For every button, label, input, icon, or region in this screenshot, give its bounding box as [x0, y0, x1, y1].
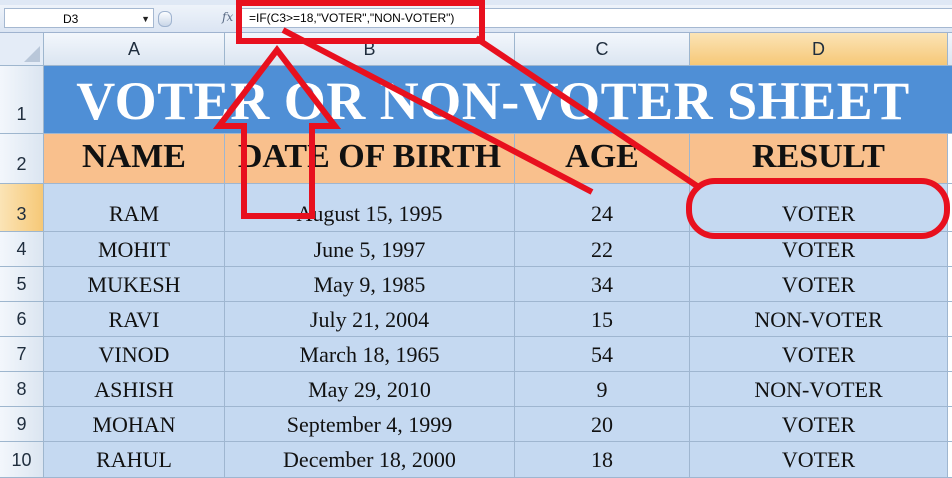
cell-date-of-birth[interactable]: May 29, 2010: [225, 372, 515, 407]
cell-result[interactable]: NON-VOTER: [690, 302, 948, 337]
row-header-9[interactable]: 9: [0, 407, 44, 442]
formula-bar: D3 ▼ fx =IF(C3>=18,"VOTER","NON-VOTER"): [0, 5, 952, 33]
cell-result[interactable]: VOTER: [690, 184, 948, 232]
name-box[interactable]: D3 ▼: [4, 8, 154, 28]
column-header-c[interactable]: C: [515, 33, 690, 66]
cell-name[interactable]: MUKESH: [44, 267, 225, 302]
row-header-4[interactable]: 4: [0, 232, 44, 267]
cell-name[interactable]: RAM: [44, 184, 225, 232]
row-header-1[interactable]: 1: [0, 66, 44, 134]
cell-age[interactable]: 24: [515, 184, 690, 232]
cell-age[interactable]: 15: [515, 302, 690, 337]
cell-date-of-birth[interactable]: May 9, 1985: [225, 267, 515, 302]
cell-name[interactable]: ASHISH: [44, 372, 225, 407]
cell-result[interactable]: VOTER: [690, 232, 948, 267]
select-all-icon[interactable]: [0, 33, 44, 66]
empty-cell[interactable]: [948, 184, 952, 232]
empty-cell[interactable]: [948, 232, 952, 267]
cell-name[interactable]: RAVI: [44, 302, 225, 337]
formula-bar-splitter[interactable]: [158, 11, 172, 27]
empty-cell[interactable]: [948, 407, 952, 442]
column-header-e[interactable]: [948, 33, 952, 66]
column-header-a[interactable]: A: [44, 33, 225, 66]
sheet-title[interactable]: VOTER OR NON-VOTER SHEET: [44, 66, 952, 134]
header-age[interactable]: AGE: [515, 134, 690, 184]
name-box-value: D3: [63, 12, 79, 26]
cell-age[interactable]: 9: [515, 372, 690, 407]
row-header-2[interactable]: 2: [0, 134, 44, 184]
row-header-5[interactable]: 5: [0, 267, 44, 302]
cell-date-of-birth[interactable]: July 21, 2004: [225, 302, 515, 337]
cell-age[interactable]: 34: [515, 267, 690, 302]
empty-cell[interactable]: [948, 372, 952, 407]
header-result[interactable]: RESULT: [690, 134, 948, 184]
cell-date-of-birth[interactable]: September 4, 1999: [225, 407, 515, 442]
function-icon[interactable]: fx: [222, 10, 234, 24]
cell-age[interactable]: 20: [515, 407, 690, 442]
cell-age[interactable]: 22: [515, 232, 690, 267]
row-header-8[interactable]: 8: [0, 372, 44, 407]
fx-area: fx: [158, 8, 236, 28]
empty-cell[interactable]: [948, 134, 952, 184]
empty-cell[interactable]: [948, 337, 952, 372]
empty-cell[interactable]: [948, 267, 952, 302]
column-header-b[interactable]: B: [225, 33, 515, 66]
cell-name[interactable]: RAHUL: [44, 442, 225, 478]
cell-date-of-birth[interactable]: March 18, 1965: [225, 337, 515, 372]
cell-name[interactable]: MOHAN: [44, 407, 225, 442]
cell-result[interactable]: VOTER: [690, 267, 948, 302]
row-header-7[interactable]: 7: [0, 337, 44, 372]
header-name[interactable]: NAME: [44, 134, 225, 184]
cell-name[interactable]: MOHIT: [44, 232, 225, 267]
cell-result[interactable]: VOTER: [690, 407, 948, 442]
cell-result[interactable]: VOTER: [690, 442, 948, 478]
row-header-10[interactable]: 10: [0, 442, 44, 478]
cell-date-of-birth[interactable]: June 5, 1997: [225, 232, 515, 267]
row-header-3[interactable]: 3: [0, 184, 44, 232]
cell-result[interactable]: VOTER: [690, 337, 948, 372]
row-header-6[interactable]: 6: [0, 302, 44, 337]
cell-name[interactable]: VINOD: [44, 337, 225, 372]
empty-cell[interactable]: [948, 442, 952, 478]
cell-age[interactable]: 18: [515, 442, 690, 478]
cell-result[interactable]: NON-VOTER: [690, 372, 948, 407]
column-header-d[interactable]: D: [690, 33, 948, 66]
empty-cell[interactable]: [948, 302, 952, 337]
formula-input[interactable]: =IF(C3>=18,"VOTER","NON-VOTER"): [238, 8, 952, 28]
cell-date-of-birth[interactable]: August 15, 1995: [225, 184, 515, 232]
cell-age[interactable]: 54: [515, 337, 690, 372]
dropdown-arrow-icon[interactable]: ▼: [141, 14, 150, 24]
header-date-of-birth[interactable]: DATE OF BIRTH: [225, 134, 515, 184]
cell-date-of-birth[interactable]: December 18, 2000: [225, 442, 515, 478]
